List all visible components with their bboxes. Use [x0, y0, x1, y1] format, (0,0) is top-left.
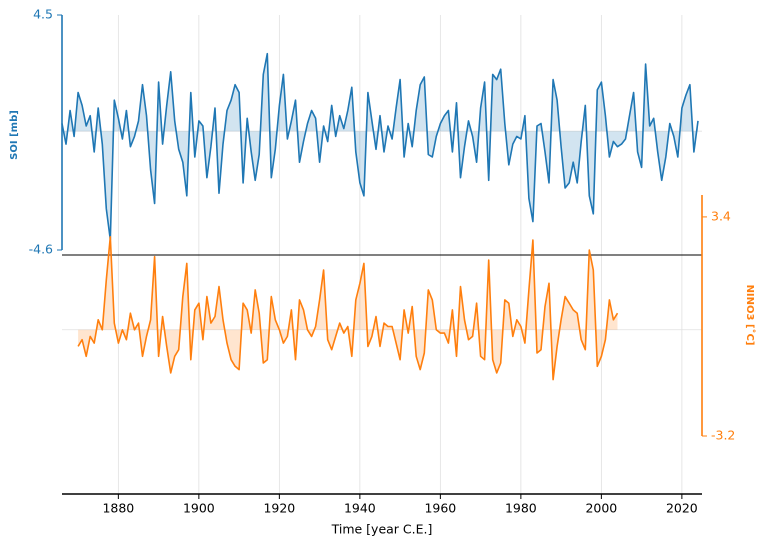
y-tick-label: -4.6: [29, 242, 53, 257]
x-tick-label: 1900: [183, 501, 215, 516]
area-fill: [62, 53, 698, 240]
x-tick-label: 2000: [585, 501, 617, 516]
y-tick-label: -3.2: [711, 428, 735, 443]
y-tick-label: 3.4: [711, 208, 731, 223]
x-tick-label: 1960: [424, 501, 456, 516]
y-axis-label: SOI [mb]: [9, 110, 20, 160]
y2-axis-label: NINO3 [˚C]: [744, 285, 756, 346]
series-line: [77, 236, 619, 381]
y-tick-label: 4.5: [33, 7, 53, 22]
x-tick-label: 1920: [263, 501, 295, 516]
area-fill: [78, 236, 618, 380]
x-tick-label: 1940: [344, 501, 376, 516]
x-tick-label: 1980: [505, 501, 537, 516]
x-tick-label: 2020: [666, 501, 698, 516]
x-axis-label: Time [year C.E.]: [331, 522, 433, 537]
x-tick-label: 1880: [102, 501, 134, 516]
series-line: [61, 52, 699, 241]
